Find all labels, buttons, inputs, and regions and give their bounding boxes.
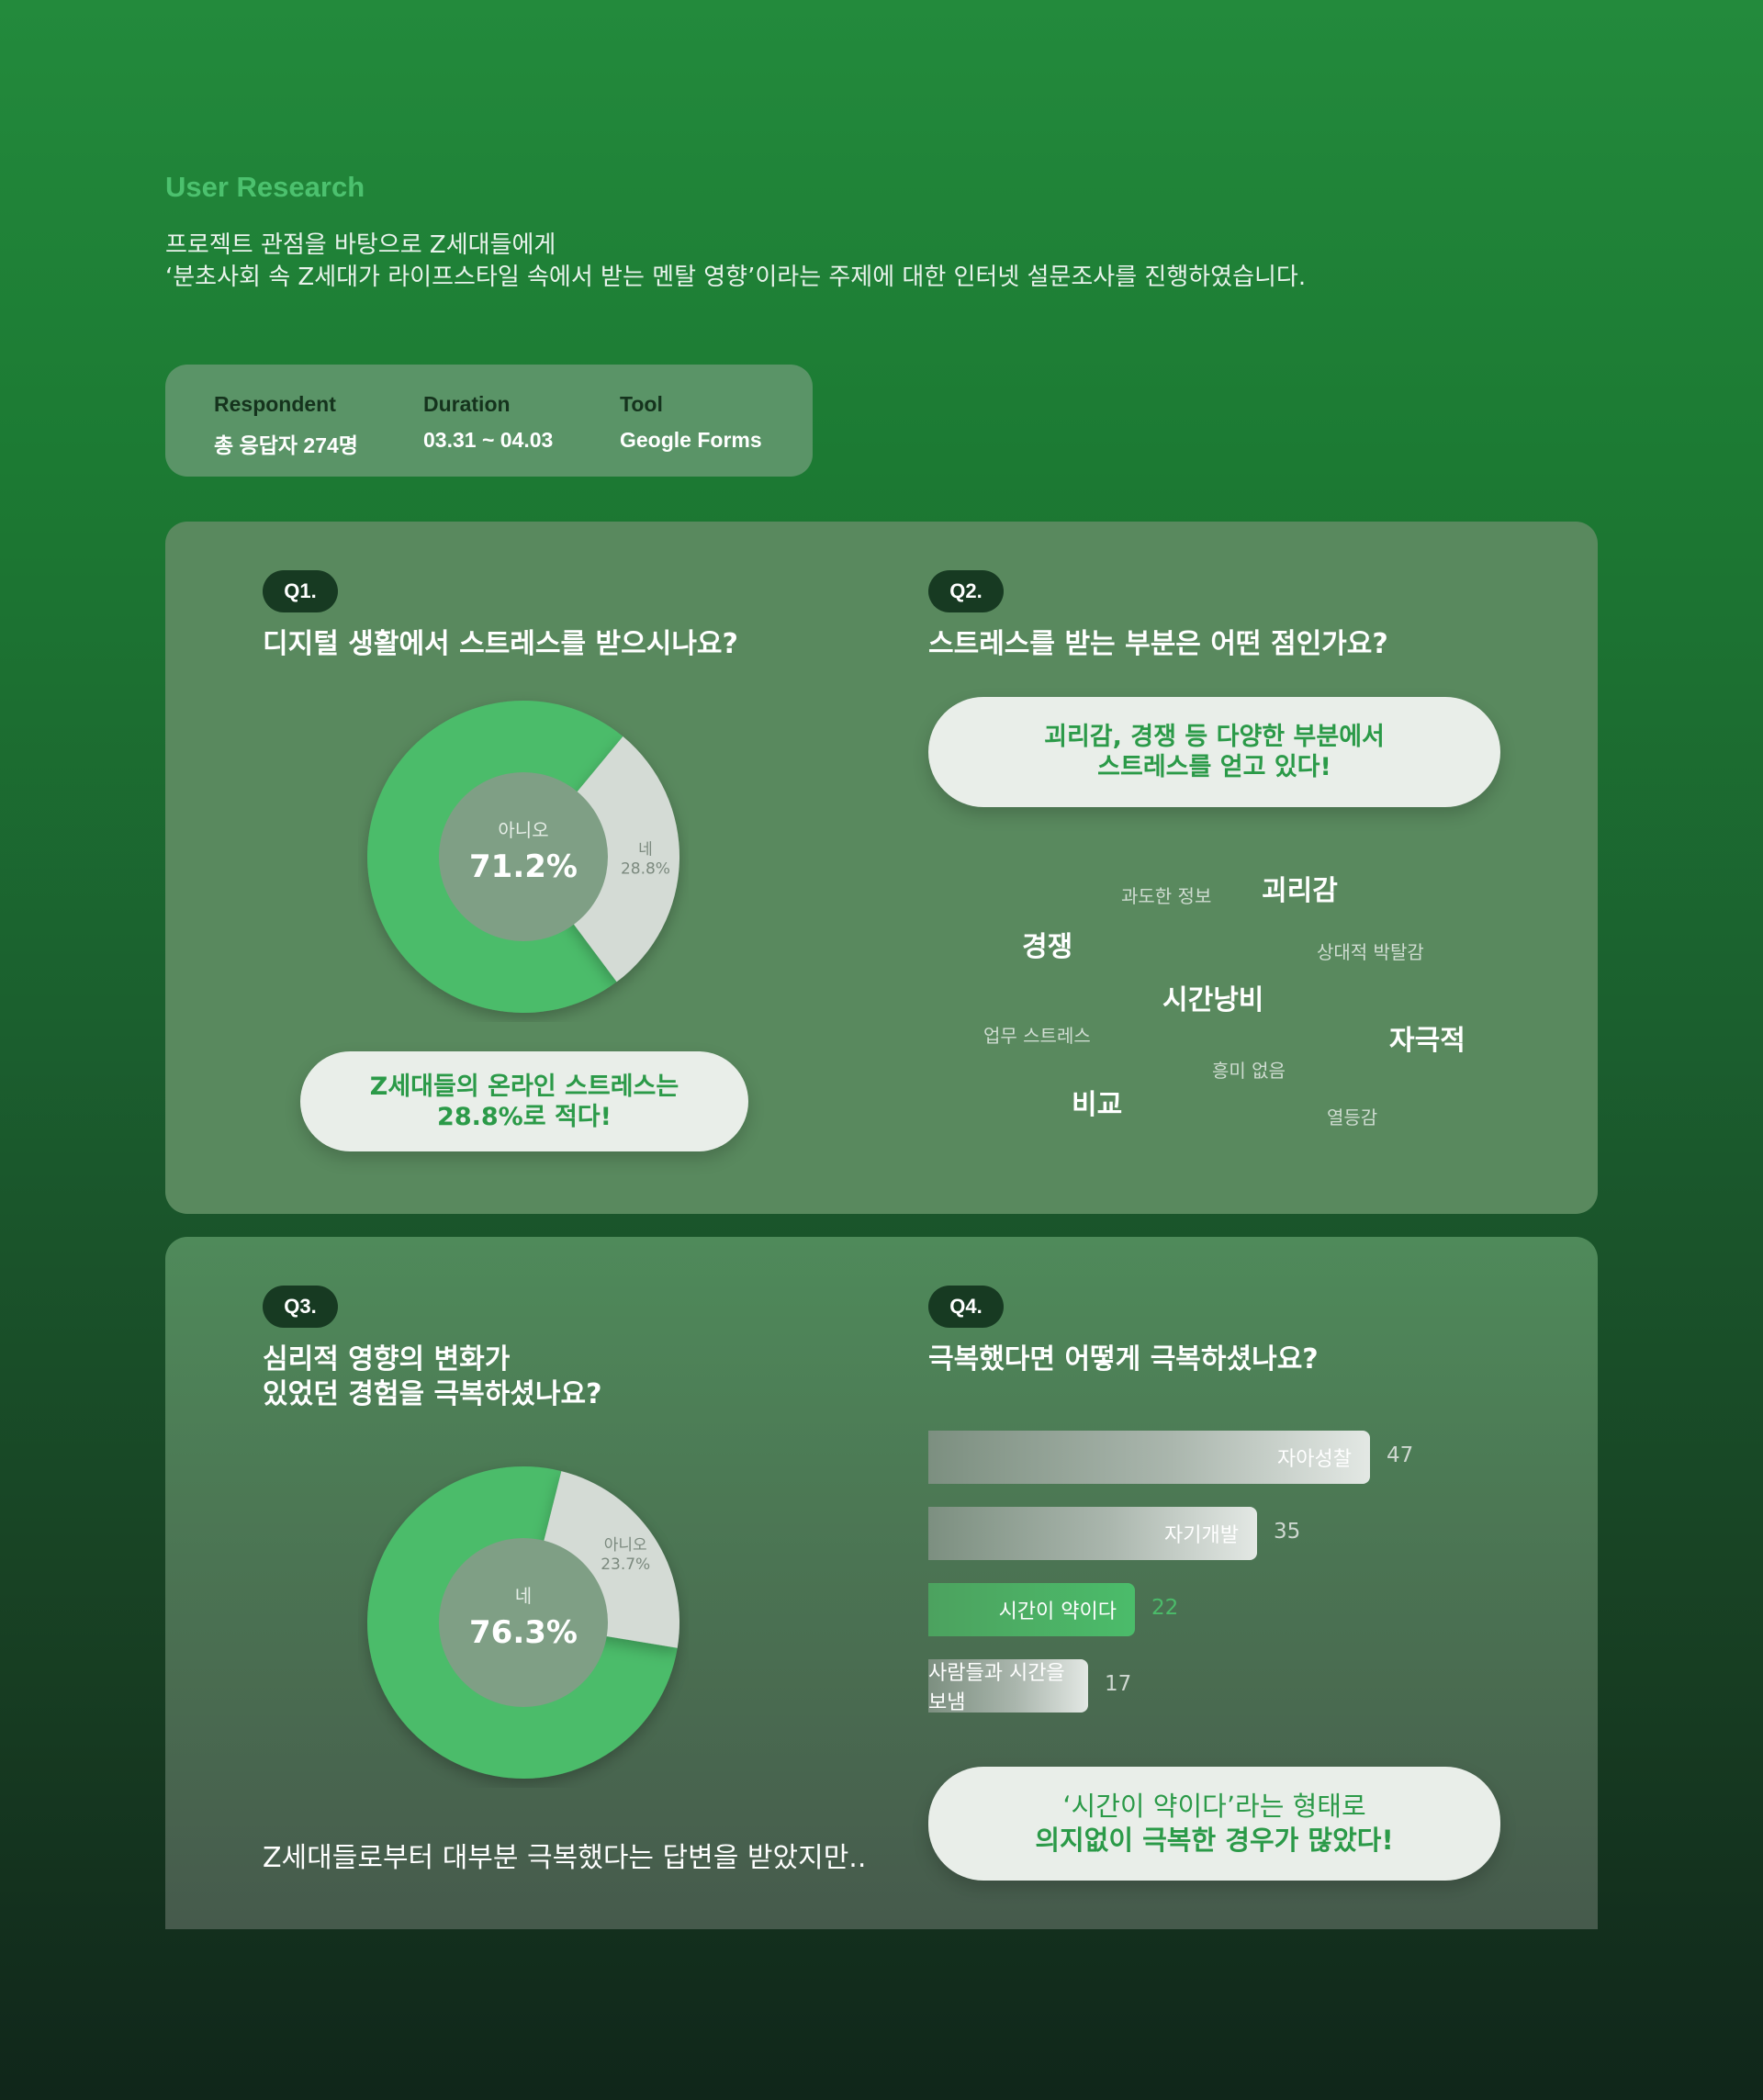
q1-pill-line-1: Z세대들의 온라인 스트레스는: [369, 1072, 679, 1101]
q2-pill-line-2: 스트레스를 얻고 있다!: [1097, 753, 1331, 781]
q4-bar-label-0: 자아성찰: [1277, 1448, 1352, 1471]
q2-badge: Q2.: [928, 570, 1004, 612]
q4-bar-value-3: 17: [1105, 1672, 1132, 1696]
tool-info: Tool Geogle Forms: [620, 392, 762, 453]
q1-donut-minor-value: 28.8%: [621, 859, 670, 878]
duration-label: Duration: [423, 392, 511, 416]
q4-bar-value-2: 22: [1151, 1596, 1179, 1620]
respondent-value: 총 응답자 274명: [214, 433, 358, 457]
word-excess-info: 과도한 정보: [1121, 885, 1212, 907]
q3-title: 심리적 영향의 변화가 있었던 경험을 극복하셨나요?: [263, 1342, 602, 1412]
description-line-2: ‘분초사회 속 Z세대가 라이프스타일 속에서 받는 멘탈 영향’이라는 주제에…: [165, 264, 1307, 291]
word-competition: 경쟁: [1022, 931, 1073, 963]
description-line-1: 프로젝트 관점을 바탕으로 Z세대들에게: [165, 231, 556, 259]
word-alienation: 괴리감: [1262, 875, 1338, 907]
q3-donut-center-hole: [439, 1538, 608, 1707]
q4-bar-label-2: 시간이 약이다: [998, 1600, 1117, 1623]
q1-donut-center-hole: [439, 772, 608, 941]
q1-badge: Q1.: [263, 570, 338, 612]
q4-pill-line-1: ‘시간이 약이다’라는 형태로: [1062, 1791, 1366, 1822]
q1-title: 디지털 생활에서 스트레스를 받으시나요?: [263, 628, 738, 660]
word-time-waste: 시간낭비: [1162, 984, 1264, 1016]
q3-title-line-2: 있었던 경험을 극복하셨나요?: [263, 1378, 602, 1410]
q4-bar-2: 시간이 약이다: [928, 1583, 1135, 1636]
q2-pill-line-1: 괴리감, 경쟁 등 다양한 부분에서: [1044, 723, 1385, 751]
q4-bar-value-0: 47: [1387, 1443, 1414, 1467]
word-work-stress: 업무 스트레스: [983, 1025, 1091, 1047]
q2-title: 스트레스를 받는 부분은 어떤 점인가요?: [928, 628, 1388, 660]
q3-donut-main-label: 네: [515, 1585, 532, 1607]
q1-donut-main-label: 아니오: [498, 819, 548, 841]
q4-bar-value-1: 35: [1274, 1520, 1301, 1544]
q3-title-line-1: 심리적 영향의 변화가: [263, 1343, 511, 1376]
q1-donut-main-value: 71.2%: [469, 848, 578, 885]
q3-donut-main-value: 76.3%: [469, 1614, 578, 1651]
q3-footnote: Z세대들로부터 대부분 극복했다는 답변을 받았지만..: [263, 1842, 867, 1874]
q4-title: 극복했다면 어떻게 극복하셨나요?: [928, 1343, 1319, 1376]
q3-donut-minor-value: 23.7%: [601, 1555, 650, 1574]
word-provocative: 자극적: [1389, 1025, 1465, 1057]
q1-donut-chart: 아니오 71.2% 네28.8%: [367, 701, 679, 1013]
word-comparison: 비교: [1072, 1089, 1123, 1121]
q1-donut-minor-label: 네: [638, 840, 653, 859]
respondent-info: Respondent 총 응답자 274명: [214, 392, 358, 459]
q1-summary-pill: Z세대들의 온라인 스트레스는 28.8%로 적다!: [300, 1051, 748, 1151]
q3-donut-minor-label: 아니오: [604, 1536, 647, 1555]
q4-bar-0: 자아성찰: [928, 1431, 1370, 1484]
word-no-interest: 흥미 없음: [1212, 1060, 1286, 1082]
q4-bar-label-1: 자기개발: [1164, 1524, 1239, 1547]
respondent-label: Respondent: [214, 392, 336, 416]
research-description: 프로젝트 관점을 바탕으로 Z세대들에게 ‘분초사회 속 Z세대가 라이프스타일…: [165, 230, 1306, 294]
tool-label: Tool: [620, 392, 663, 416]
q3-badge: Q3.: [263, 1286, 338, 1328]
duration-value: 03.31 ~ 04.03: [423, 428, 554, 452]
word-relative-deprivation: 상대적 박탈감: [1317, 941, 1424, 963]
survey-info-box: Respondent 총 응답자 274명 Duration 03.31 ~ 0…: [165, 365, 813, 477]
q4-bar-label-3: 사람들과 시간을 보냄: [928, 1662, 1065, 1714]
q4-pill-line-2: 의지없이 극복한 경우가 많았다!: [1035, 1825, 1394, 1856]
q4-bar-3: 사람들과 시간을 보냄: [928, 1659, 1088, 1714]
word-inferiority: 열등감: [1327, 1106, 1378, 1129]
q1-pill-line-2: 28.8%로 적다!: [437, 1102, 612, 1131]
page-title: User Research: [165, 171, 365, 203]
q4-summary-pill: ‘시간이 약이다’라는 형태로 의지없이 극복한 경우가 많았다!: [928, 1767, 1500, 1881]
q4-bar-1: 자기개발: [928, 1507, 1257, 1560]
q4-badge: Q4.: [928, 1286, 1004, 1328]
duration-info: Duration 03.31 ~ 04.03: [423, 392, 553, 453]
tool-value: Geogle Forms: [620, 428, 762, 452]
q2-summary-pill: 괴리감, 경쟁 등 다양한 부분에서 스트레스를 얻고 있다!: [928, 697, 1500, 807]
